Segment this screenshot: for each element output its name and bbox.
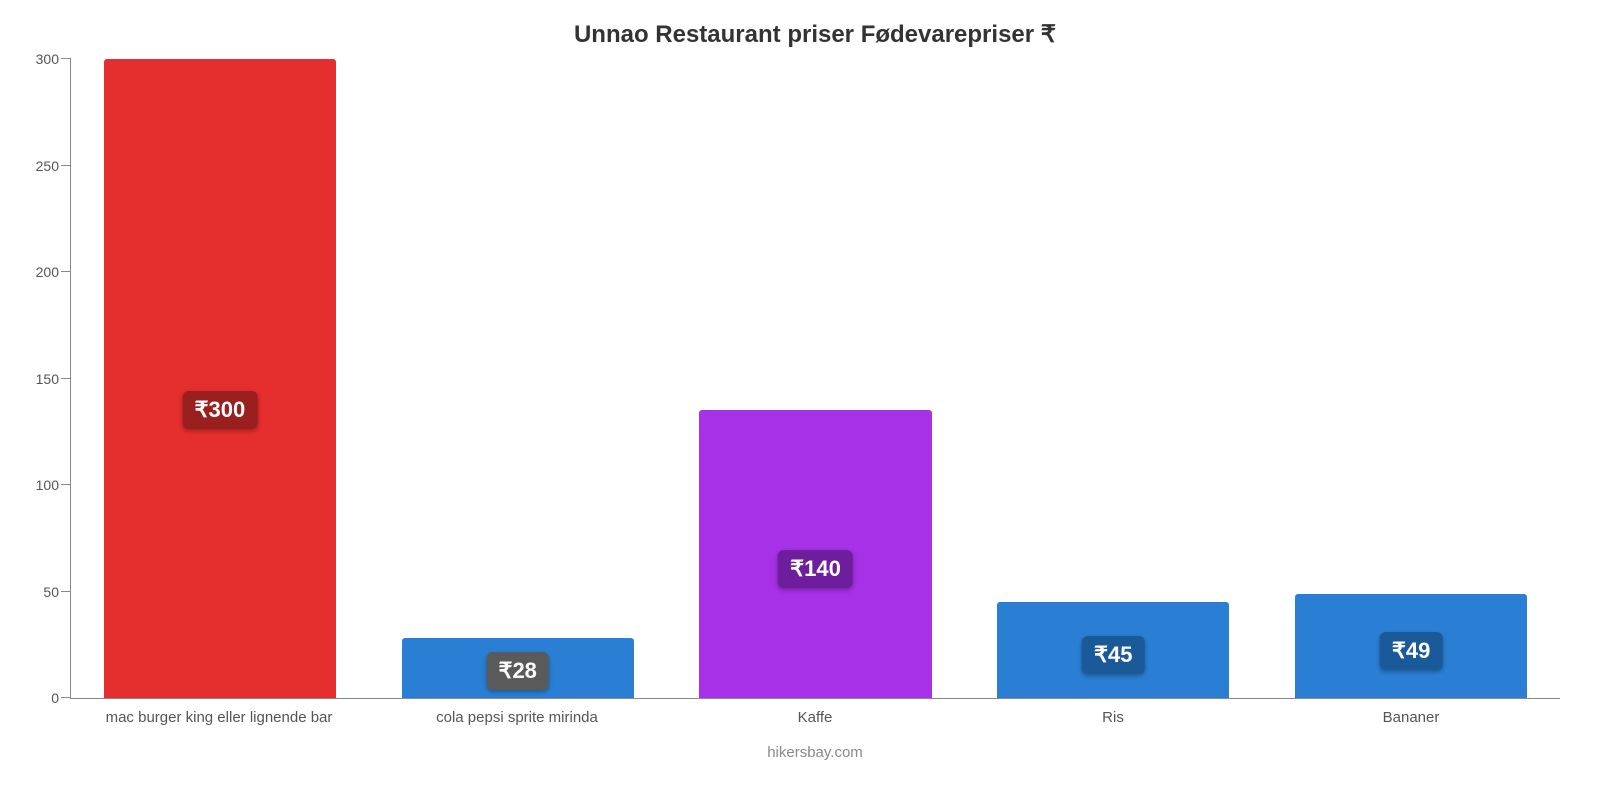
x-axis-labels: mac burger king eller lignende barcola p…	[70, 709, 1560, 726]
plot-area: ₹300₹28₹140₹45₹49 050100150200250300	[70, 59, 1560, 699]
x-axis-label: mac burger king eller lignende bar	[70, 709, 368, 726]
bars-container: ₹300 ₹28 ₹140 ₹45 ₹49	[71, 59, 1560, 698]
bar-slot: ₹45	[964, 59, 1262, 698]
y-tick-label: 100	[36, 477, 71, 493]
price-bar-chart: Unnao Restaurant priser Fødevarepriser ₹…	[0, 0, 1600, 800]
x-axis-label: Ris	[964, 709, 1262, 726]
bar-slot: ₹140	[667, 59, 965, 698]
value-badge: ₹45	[1082, 636, 1144, 674]
value-badge: ₹49	[1380, 632, 1442, 670]
x-axis-label: cola pepsi sprite mirinda	[368, 709, 666, 726]
bar-slot: ₹300	[71, 59, 369, 698]
y-tick-label: 0	[51, 690, 71, 706]
bar: ₹140	[699, 410, 931, 698]
y-tick-label: 300	[36, 51, 71, 67]
x-axis-label: Bananer	[1262, 709, 1560, 726]
bar: ₹49	[1295, 594, 1527, 698]
value-badge: ₹140	[778, 550, 853, 588]
bar-slot: ₹28	[369, 59, 667, 698]
bar: ₹300	[104, 59, 336, 698]
x-axis-label: Kaffe	[666, 709, 964, 726]
bar: ₹45	[997, 602, 1229, 698]
bar-slot: ₹49	[1262, 59, 1560, 698]
y-tick-label: 150	[36, 371, 71, 387]
y-tick-label: 200	[36, 264, 71, 280]
bar: ₹28	[402, 638, 634, 698]
value-badge: ₹28	[486, 652, 548, 690]
value-badge: ₹300	[183, 391, 258, 429]
chart-footer: hikersbay.com	[70, 744, 1560, 761]
y-tick-label: 50	[43, 584, 71, 600]
y-tick-label: 250	[36, 158, 71, 174]
chart-title: Unnao Restaurant priser Fødevarepriser ₹	[70, 20, 1560, 49]
